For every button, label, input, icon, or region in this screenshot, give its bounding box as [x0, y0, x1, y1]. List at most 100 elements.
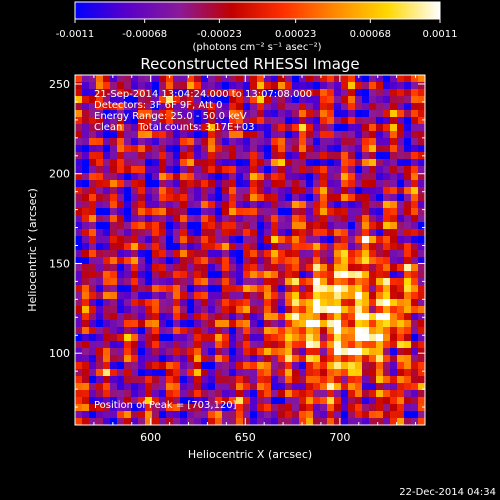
heatmap-cell — [236, 383, 244, 391]
heatmap-cell — [306, 229, 314, 237]
heatmap-cell — [124, 103, 132, 111]
heatmap-cell — [397, 355, 405, 363]
heatmap-cell — [173, 103, 181, 111]
heatmap-cell — [208, 418, 216, 425]
heatmap-cell — [411, 103, 419, 111]
heatmap-cell — [299, 103, 307, 111]
heatmap-cell — [257, 320, 265, 328]
heatmap-cell — [236, 194, 244, 202]
heatmap-cell — [411, 271, 419, 279]
heatmap-cell — [285, 173, 293, 181]
heatmap-cell — [411, 82, 419, 90]
heatmap-cell — [369, 299, 377, 307]
heatmap-cell — [418, 383, 425, 391]
heatmap-cell — [418, 96, 425, 104]
heatmap-cell — [145, 383, 153, 391]
heatmap-cell — [222, 355, 230, 363]
heatmap-cell — [89, 411, 97, 419]
heatmap-cell — [299, 264, 307, 272]
heatmap-cell — [103, 96, 111, 104]
heatmap-cell — [229, 75, 237, 83]
heatmap-cell — [236, 180, 244, 188]
heatmap-cell — [348, 341, 356, 349]
heatmap-cell — [334, 397, 342, 405]
heatmap-cell — [334, 180, 342, 188]
heatmap-cell — [152, 313, 160, 321]
heatmap-cell — [411, 236, 419, 244]
heatmap-cell — [166, 411, 174, 419]
heatmap-cell — [390, 187, 398, 195]
heatmap-cell — [124, 215, 132, 223]
heatmap-cell — [229, 313, 237, 321]
heatmap-cell — [194, 166, 202, 174]
heatmap-cell — [180, 369, 188, 377]
heatmap-cell — [411, 411, 419, 419]
heatmap-cell — [124, 131, 132, 139]
heatmap-cell — [355, 411, 363, 419]
heatmap-cell — [299, 362, 307, 370]
heatmap-cell — [320, 369, 328, 377]
heatmap-cell — [362, 131, 370, 139]
heatmap-cell — [131, 278, 139, 286]
heatmap-cell — [320, 327, 328, 335]
heatmap-cell — [271, 250, 279, 258]
heatmap-cell — [355, 418, 363, 425]
heatmap-cell — [89, 117, 97, 125]
heatmap-cell — [159, 173, 167, 181]
heatmap-cell — [96, 264, 104, 272]
heatmap-cell — [369, 110, 377, 118]
heatmap-cell — [201, 82, 209, 90]
heatmap-cell — [369, 201, 377, 209]
heatmap-cell — [383, 208, 391, 216]
heatmap-cell — [404, 320, 412, 328]
heatmap-cell — [411, 117, 419, 125]
heatmap-cell — [411, 124, 419, 132]
heatmap-cell — [215, 285, 223, 293]
heatmap-cell — [397, 173, 405, 181]
heatmap-cell — [124, 243, 132, 251]
heatmap-cell — [418, 117, 425, 125]
heatmap-cell — [334, 194, 342, 202]
heatmap-cell — [159, 299, 167, 307]
heatmap-cell — [96, 89, 104, 97]
heatmap-cell — [222, 110, 230, 118]
heatmap-cell — [299, 348, 307, 356]
heatmap-cell — [208, 236, 216, 244]
heatmap-cell — [292, 103, 300, 111]
heatmap-cell — [201, 96, 209, 104]
heatmap-cell — [271, 117, 279, 125]
heatmap-cell — [264, 222, 272, 230]
heatmap-cell — [110, 124, 118, 132]
heatmap-cell — [376, 229, 384, 237]
heatmap-cell — [215, 404, 223, 412]
heatmap-cell — [348, 250, 356, 258]
heatmap-cell — [152, 187, 160, 195]
heatmap-cell — [194, 285, 202, 293]
heatmap-cell — [159, 327, 167, 335]
heatmap-cell — [145, 369, 153, 377]
heatmap-cell — [173, 131, 181, 139]
heatmap-cell — [215, 411, 223, 419]
heatmap-cell — [243, 348, 251, 356]
heatmap-cell — [138, 278, 146, 286]
heatmap-cell — [222, 187, 230, 195]
colorbar-unit-label: (photons cm⁻² s⁻¹ asec⁻²) — [192, 42, 321, 53]
heatmap-cell — [173, 166, 181, 174]
heatmap-cell — [320, 292, 328, 300]
heatmap-cell — [215, 208, 223, 216]
heatmap-cell — [215, 117, 223, 125]
heatmap-cell — [159, 264, 167, 272]
heatmap-cell — [306, 292, 314, 300]
heatmap-cell — [173, 390, 181, 398]
heatmap-cell — [103, 103, 111, 111]
heatmap-cell — [236, 390, 244, 398]
heatmap-cell — [397, 411, 405, 419]
heatmap-cell — [215, 166, 223, 174]
colorbar-tick-label: -0.00068 — [122, 29, 167, 40]
heatmap-cell — [278, 404, 286, 412]
heatmap-cell — [250, 75, 258, 83]
heatmap-cell — [201, 89, 209, 97]
heatmap-cell — [243, 390, 251, 398]
heatmap-cell — [299, 271, 307, 279]
heatmap-cell — [320, 278, 328, 286]
